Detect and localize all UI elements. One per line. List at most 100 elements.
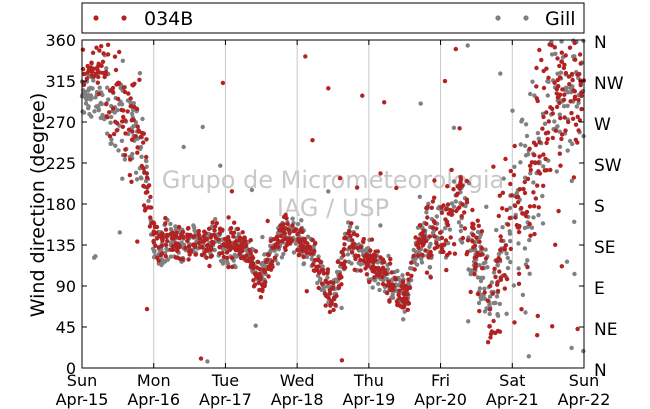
data-point (358, 244, 363, 250)
data-point (247, 247, 252, 253)
data-point (520, 211, 525, 216)
data-point (352, 267, 357, 272)
data-point (262, 269, 267, 274)
data-point (536, 205, 541, 210)
data-point (393, 276, 398, 281)
data-point (128, 96, 133, 101)
data-point (212, 232, 217, 238)
x-tick-day: Sun (569, 371, 599, 390)
data-point (298, 229, 303, 234)
data-point (438, 243, 444, 248)
data-point (346, 259, 352, 264)
y-tick-label: 360 (45, 31, 76, 50)
data-point (388, 256, 393, 262)
data-point (135, 239, 140, 244)
data-point (546, 79, 551, 85)
data-point (206, 226, 212, 231)
data-point (272, 255, 278, 260)
data-point (382, 271, 387, 276)
data-point (237, 237, 242, 243)
data-point (139, 176, 144, 181)
data-point (129, 104, 134, 109)
watermark-line: IAG / USP (277, 194, 389, 222)
data-point (489, 280, 495, 285)
data-point (528, 233, 533, 238)
data-point (143, 190, 149, 195)
data-point (94, 45, 99, 50)
data-point (445, 252, 450, 258)
data-point (514, 194, 519, 200)
data-point (112, 54, 118, 59)
data-point (281, 214, 287, 220)
data-point (424, 238, 429, 244)
data-point (218, 163, 223, 168)
data-point (119, 102, 125, 107)
data-point (138, 144, 144, 150)
data-point (296, 252, 302, 257)
data-point (123, 147, 128, 152)
data-point (276, 240, 281, 245)
data-point (229, 189, 235, 194)
data-point (581, 38, 586, 43)
data-point (117, 49, 122, 55)
data-point (557, 63, 562, 69)
data-point (493, 274, 498, 280)
data-point (460, 235, 466, 241)
data-point (470, 232, 476, 238)
data-point (518, 142, 523, 147)
data-point (276, 244, 281, 250)
data-point (545, 137, 550, 142)
data-point (281, 222, 286, 227)
data-point (301, 261, 306, 267)
data-point (578, 82, 583, 88)
data-point (569, 178, 574, 184)
data-point (553, 51, 558, 56)
data-point (159, 262, 164, 268)
data-point (535, 313, 540, 319)
data-point (387, 299, 392, 304)
data-point (535, 333, 540, 338)
data-point (412, 267, 417, 272)
data-point (554, 91, 559, 96)
data-point (316, 258, 321, 263)
data-point (163, 254, 168, 259)
data-point (241, 236, 246, 241)
data-point (260, 234, 265, 240)
data-point (230, 264, 235, 270)
data-point (537, 154, 542, 159)
data-point (377, 287, 382, 293)
data-point (325, 269, 330, 275)
data-point (459, 240, 465, 245)
data-point (399, 284, 404, 289)
data-point (483, 247, 488, 252)
data-point (100, 112, 105, 118)
data-point (104, 66, 109, 71)
data-point (203, 236, 208, 241)
data-point (457, 126, 462, 131)
data-point (192, 242, 198, 247)
data-point (545, 130, 551, 135)
data-point (157, 233, 162, 239)
data-point (127, 172, 133, 178)
data-point (282, 231, 287, 236)
data-point (140, 116, 145, 122)
data-point (559, 132, 565, 137)
data-point (143, 178, 149, 184)
data-point (213, 217, 218, 222)
data-point (120, 176, 125, 181)
data-point (389, 270, 394, 275)
data-point (296, 238, 301, 243)
data-point (522, 143, 528, 148)
data-point (530, 79, 535, 84)
data-point (498, 277, 504, 282)
data-point (497, 193, 502, 198)
data-point (435, 244, 440, 250)
data-point (131, 117, 136, 123)
data-point (361, 236, 366, 242)
data-point (516, 281, 522, 286)
data-point (165, 238, 170, 244)
data-point (477, 235, 482, 240)
data-point (81, 71, 87, 77)
data-point (529, 225, 535, 230)
data-point (512, 320, 517, 325)
